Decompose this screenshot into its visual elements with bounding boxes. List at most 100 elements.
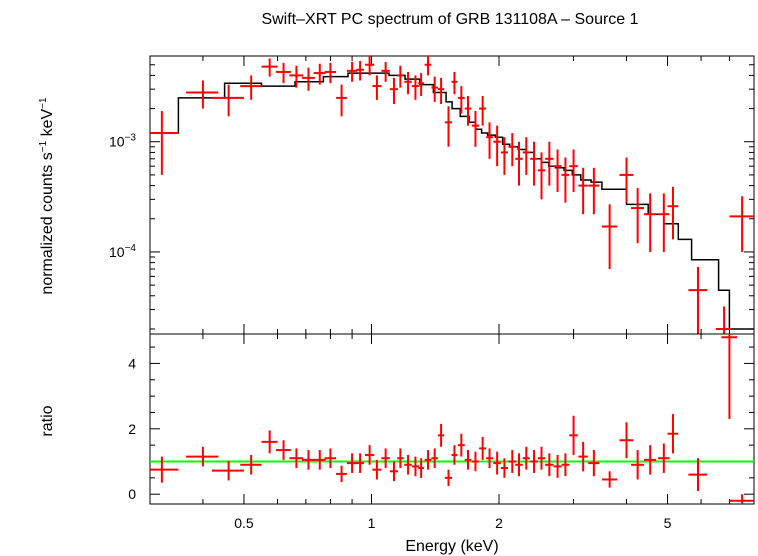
ratio-data-point: [667, 414, 679, 454]
spectrum-data-point: [346, 61, 358, 82]
x-tick-label: 5: [664, 515, 672, 531]
ratio-data-point: [553, 454, 562, 478]
ratio-data-point: [437, 423, 445, 447]
spectrum-data-point: [336, 84, 347, 117]
spectrum-data-point: [530, 141, 538, 186]
spectrum-data-point: [688, 266, 708, 334]
y-tick-label-base: 10: [109, 244, 125, 260]
y-tick-label-exp: −4: [125, 243, 137, 254]
spectrum-data-point: [715, 306, 733, 334]
spectrum-data-point: [545, 141, 554, 186]
ratio-data-point: [372, 459, 382, 480]
ratio-data-point: [729, 494, 754, 504]
spectrum-data-point: [275, 62, 291, 84]
spectrum-y-tick-labels: 10−310−4: [109, 133, 136, 260]
spectrum-data-point: [553, 149, 562, 192]
ratio-data-point: [150, 456, 179, 483]
spectrum-data-point: [500, 137, 508, 175]
spectrum-data-point: [186, 80, 219, 109]
spectrum-data-point: [431, 76, 438, 102]
ratio-data-point: [275, 440, 291, 460]
spectrum-data-point: [631, 188, 645, 244]
ratio-data-point: [404, 454, 412, 475]
spectrum-data-point: [619, 157, 634, 203]
ratio-data-point: [261, 430, 278, 454]
ratio-data-point: [631, 450, 645, 480]
model-step-line: [150, 72, 754, 330]
spectrum-data-point: [457, 86, 465, 114]
ratio-data-point: [211, 460, 244, 481]
spectrum-data-point: [588, 167, 600, 215]
spectrum-panel: 10−310−4 normalized counts s−1 keV−1: [38, 55, 755, 335]
y-tick-label-exp: −3: [125, 133, 137, 144]
y-label-exp2: −1: [38, 97, 49, 109]
ratio-data-point: [537, 446, 546, 470]
ratio-data-point: [364, 445, 375, 465]
ratio-data-point: [336, 465, 347, 483]
ratio-y-tick-label: 0: [128, 486, 136, 502]
spectrum-data-point: [578, 167, 588, 215]
ratio-data-point: [418, 458, 424, 478]
x-tick-label: 1: [368, 515, 376, 531]
ratio-data-point: [545, 453, 554, 477]
y-tick-label: 10−4: [109, 243, 136, 260]
ratio-data-point: [431, 448, 438, 469]
spectrum-data-point: [437, 77, 445, 105]
ratio-data-point: [493, 451, 501, 475]
ratio-data-point: [313, 450, 326, 470]
spectrum-data-point: [211, 84, 244, 117]
spectrum-data-point: [729, 196, 754, 252]
y-tick-label-base: 10: [109, 134, 125, 150]
ratio-data-point: [688, 458, 708, 491]
ratio-data-point: [356, 453, 364, 473]
x-tick-label: 2: [495, 515, 503, 531]
spectrum-data-point: [515, 141, 523, 186]
ratio-panel: 0 2 4 0.5 1 2 5 ratio Energy (keV): [39, 333, 755, 555]
ratio-data-point: [515, 453, 523, 477]
spectrum-data-point: [381, 61, 390, 82]
spectrum-ticks: [149, 55, 755, 334]
ratio-data-point: [588, 450, 600, 477]
y-tick-label: 10−3: [109, 133, 136, 150]
ratio-data-point: [444, 469, 453, 487]
ratio-y-tick-label: 4: [128, 355, 136, 371]
y-label-mid: keV: [39, 109, 56, 141]
ratio-data-point: [530, 450, 538, 473]
x-axis-label: Energy (keV): [405, 538, 498, 555]
spectrum-data-point: [658, 193, 670, 252]
ratio-data-point: [346, 453, 358, 473]
spectrum-data-point: [324, 62, 337, 84]
x-tick-labels: 0.5 1 2 5: [234, 515, 671, 531]
ratio-data-point: [561, 453, 570, 477]
y-label-main: normalized counts s: [39, 152, 56, 294]
spectrum-data-point: [464, 96, 472, 126]
model-step-path: [150, 72, 754, 330]
spectrum-data-point: [397, 65, 404, 88]
spectrum-data-point: [389, 77, 398, 105]
ratio-frame: [149, 333, 755, 505]
spectrum-data-point: [451, 71, 458, 95]
spectrum-data-point: [569, 149, 578, 192]
ratio-data-point: [479, 436, 487, 460]
y-label-exp1: −1: [38, 140, 49, 152]
spectrum-data-point: [261, 58, 278, 77]
chart-title: Swift–XRT PC spectrum of GRB 131108A – S…: [261, 11, 638, 28]
ratio-data-point: [301, 450, 315, 470]
spectrum-data-point: [508, 133, 517, 167]
spectrum-data-point: [424, 56, 432, 76]
spectrum-data-points: [150, 56, 754, 334]
spectrum-data-point: [240, 75, 262, 100]
ratio-y-label: ratio: [39, 405, 56, 436]
spectrum-data-point: [486, 122, 493, 159]
spectrum-data-point: [644, 193, 657, 252]
ratio-data-point: [240, 454, 262, 475]
ratio-data-point: [644, 445, 657, 475]
spectrum-data-point: [313, 63, 326, 85]
ratio-data-point: [601, 471, 618, 488]
ratio-y-tick-labels: 0 2 4: [128, 355, 136, 502]
spectrum-data-point: [537, 152, 546, 200]
spectrum-data-point: [289, 65, 304, 88]
spectrum-data-point: [150, 111, 179, 175]
ratio-data-point: [486, 448, 493, 469]
